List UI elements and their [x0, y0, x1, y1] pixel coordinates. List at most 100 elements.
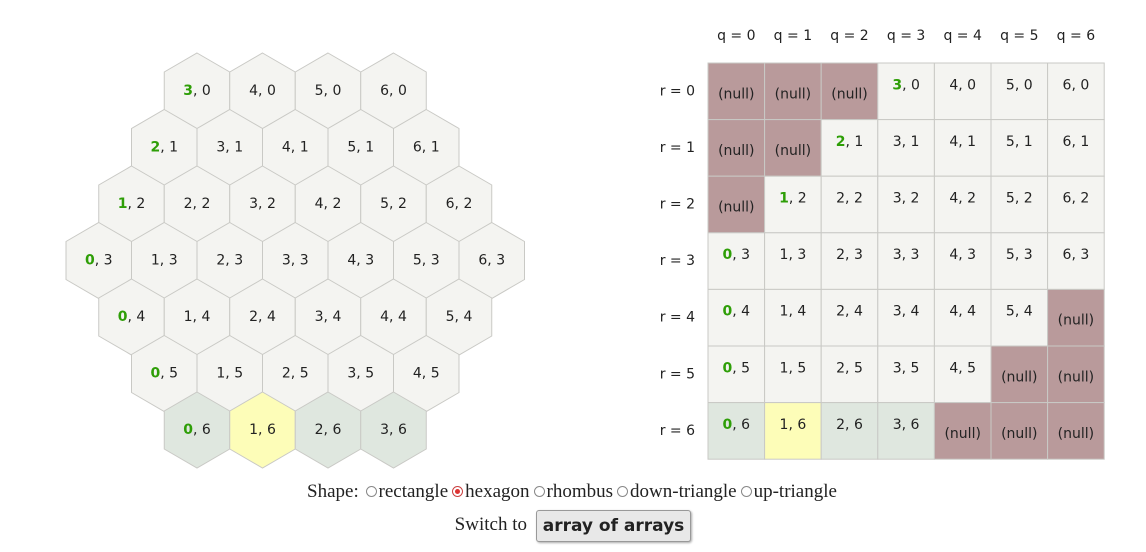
array-cell	[990, 175, 1049, 234]
array-cell	[820, 402, 879, 460]
switch-prefix: Switch to	[454, 514, 527, 535]
array-cell	[877, 402, 935, 460]
null-cell	[707, 175, 766, 234]
array-cell-label: 6, 1	[1063, 134, 1090, 150]
column-header: q = 4	[943, 28, 982, 44]
array-cell	[877, 175, 935, 234]
hex-cell-label: 3, 5	[347, 366, 374, 382]
array-cell	[1047, 62, 1105, 121]
null-cell	[707, 62, 766, 121]
null-cell-label: (null)	[775, 86, 811, 102]
null-cell-label: (null)	[1001, 426, 1037, 442]
array-cell-label: 2, 1	[836, 134, 864, 150]
column-header: q = 6	[1057, 28, 1096, 44]
array-cell-label: 4, 1	[949, 134, 976, 150]
null-cell	[1047, 402, 1105, 460]
null-cell-label: (null)	[1001, 369, 1037, 385]
hex-cell-label: 5, 0	[315, 83, 342, 99]
hex-cell-label: 4, 3	[347, 253, 374, 269]
array-cell	[764, 345, 822, 404]
shape-option-up-triangle[interactable]: up-triangle	[740, 478, 837, 506]
null-cell	[933, 402, 992, 460]
radio-button[interactable]	[452, 486, 464, 498]
array-cell	[933, 119, 992, 177]
array-cell-label: 4, 2	[949, 191, 976, 207]
null-cell	[990, 402, 1049, 460]
column-header: q = 5	[1000, 28, 1038, 44]
null-cell-label: (null)	[1058, 426, 1094, 442]
array-cell-label: 3, 2	[893, 191, 920, 207]
hex-cell-label: 1, 4	[184, 309, 211, 325]
array-cell-label: 1, 4	[780, 304, 807, 320]
hex-cell-label: 3, 3	[282, 253, 309, 269]
hex-cell-label: 6, 0	[380, 83, 407, 99]
null-cell-label: (null)	[1058, 369, 1094, 385]
hex-cell-label: 0, 6	[183, 422, 211, 438]
array-cell-label: 3, 6	[893, 417, 920, 433]
shape-option-down-triangle[interactable]: down-triangle	[617, 478, 737, 506]
radio-button[interactable]	[740, 486, 752, 498]
hex-cell-label: 4, 1	[282, 140, 309, 156]
array-cell	[820, 288, 879, 347]
array-cell	[877, 62, 935, 121]
shape-option-rectangle[interactable]: rectangle	[365, 478, 448, 506]
array-cell-label: 2, 3	[836, 247, 863, 263]
shape-option-hexagon[interactable]: hexagon	[452, 478, 530, 506]
hex-cell-label: 6, 2	[446, 196, 473, 212]
hex-cell-label: 2, 2	[184, 196, 211, 212]
array-cell	[990, 288, 1049, 347]
array-cell	[764, 232, 822, 290]
array-cell	[764, 402, 822, 460]
array-cell-label: 2, 4	[836, 304, 863, 320]
shape-option-label: hexagon	[465, 481, 530, 502]
array-cell-label: 4, 4	[949, 304, 976, 320]
row-header: r = 5	[660, 366, 695, 382]
array-cell	[933, 232, 992, 290]
array-cell-label: 5, 2	[1006, 191, 1033, 207]
array-cell-label: 3, 3	[893, 247, 920, 263]
null-cell-label: (null)	[944, 426, 980, 442]
radio-button[interactable]	[617, 486, 629, 498]
column-header: q = 2	[830, 28, 868, 44]
row-header: r = 3	[660, 253, 695, 269]
null-cell	[764, 119, 822, 177]
array-cell-label: 1, 2	[779, 191, 807, 207]
array-cell	[707, 232, 766, 290]
shape-option-label: up-triangle	[753, 481, 837, 502]
hex-cell-label: 5, 4	[446, 309, 473, 325]
null-cell	[1047, 345, 1105, 404]
array-cell-label: 6, 2	[1063, 191, 1090, 207]
null-cell-label: (null)	[718, 143, 754, 159]
array-cell-label: 6, 0	[1063, 77, 1090, 93]
hex-cell-label: 2, 6	[315, 422, 342, 438]
hex-cell-label: 2, 1	[150, 140, 178, 156]
hex-cell-label: 2, 4	[249, 309, 276, 325]
shape-option-rhombus[interactable]: rhombus	[533, 478, 613, 506]
array-cell	[933, 345, 992, 404]
shape-option-label: down-triangle	[630, 481, 737, 502]
array-cell	[990, 119, 1049, 177]
row-header: r = 0	[660, 83, 695, 99]
null-cell	[764, 62, 822, 121]
null-cell-label: (null)	[775, 143, 811, 159]
array-cell	[990, 62, 1049, 121]
array-cell-label: 3, 1	[893, 134, 920, 150]
hex-cell-label: 3, 0	[183, 83, 211, 99]
radio-button[interactable]	[533, 486, 545, 498]
null-cell-label: (null)	[1058, 313, 1094, 329]
array-cell	[877, 119, 935, 177]
hex-cell-label: 4, 4	[380, 309, 407, 325]
array-cell	[707, 402, 766, 460]
array-cell-label: 2, 6	[836, 417, 863, 433]
hex-cell-label: 5, 2	[380, 196, 407, 212]
array-cell	[933, 288, 992, 347]
hex-cell-label: 4, 2	[315, 196, 342, 212]
hex-cell-label: 1, 6	[249, 422, 276, 438]
null-cell-label: (null)	[718, 86, 754, 102]
hex-cell[interactable]	[360, 391, 427, 469]
radio-button[interactable]	[365, 486, 377, 498]
array-cell-label: 5, 3	[1006, 247, 1033, 263]
array-cell-label: 6, 3	[1063, 247, 1090, 263]
switch-view-button[interactable]: array of arrays	[535, 509, 692, 542]
switch-row: Switch to array of arrays	[0, 509, 1146, 542]
